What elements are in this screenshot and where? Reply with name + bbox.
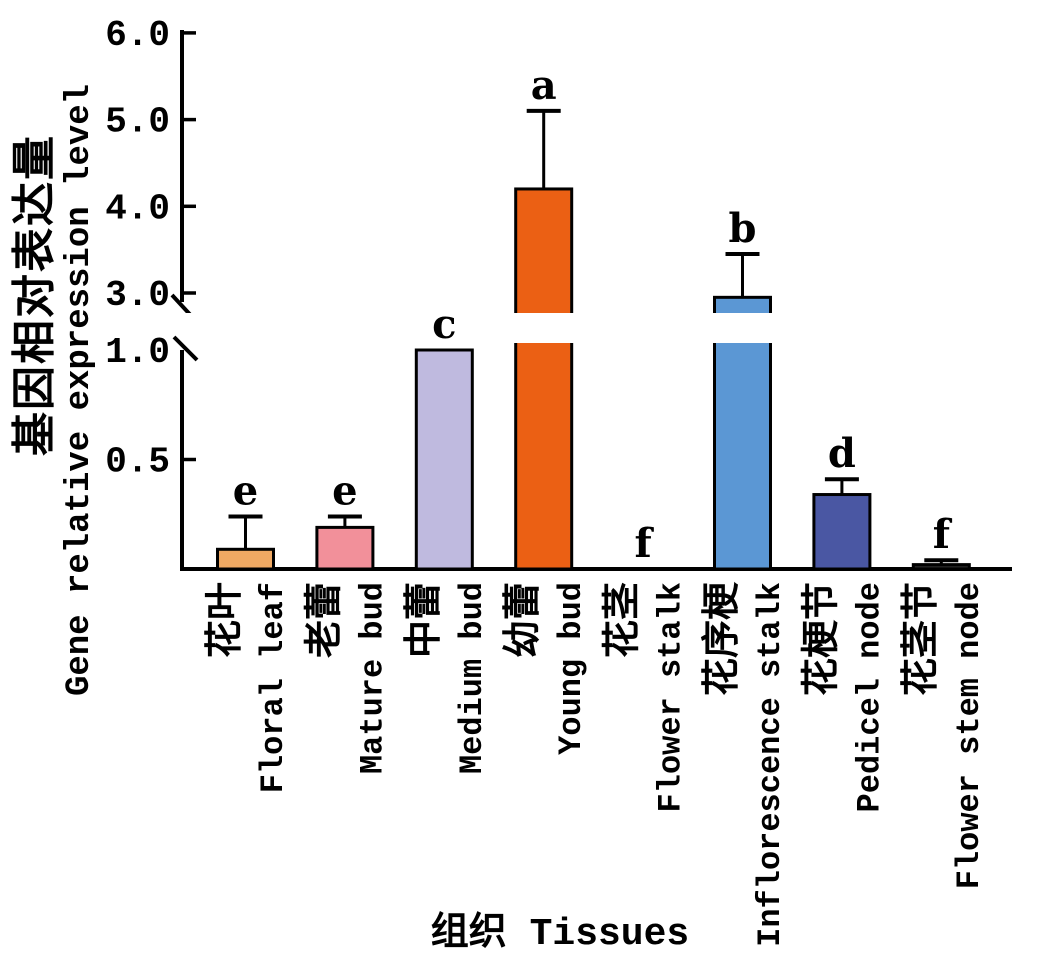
y-tick-label: 4.0 [105,188,170,229]
y-tick-label: 3.0 [105,275,170,316]
y-tick-label: 1.0 [105,332,170,373]
x-category-label-zh: 老蕾 [303,582,348,658]
sig-letter: d [828,430,856,477]
x-category-label-en: Flower stalk [653,582,690,812]
sig-letter: b [729,205,757,252]
plot-area: e e c a f b d f 6.0 5.0 4.0 3.0 1.0 0.5 花叶 Floral leaf 老… [105,15,1012,947]
sig-letter: f [634,520,654,567]
bar [414,348,474,571]
y-tick-label: 6.0 [105,15,170,56]
x-category-label-en: Flower stem node [951,582,988,889]
bar [514,187,574,571]
bar [812,493,872,571]
x-category-label-en: Young bud [553,582,590,755]
x-axis-title: 组织 Tissues [431,911,689,956]
sig-letter: e [233,467,258,514]
x-category-label-zh: 花茎 [602,582,647,658]
x-category-label-zh: 花叶 [204,582,249,658]
sig-letter: c [432,301,456,348]
x-category-label-en: Inflorescence stalk [752,582,789,947]
x-category-label-zh: 幼蕾 [502,582,547,658]
bar [315,525,375,571]
x-category-label-zh: 花梗节 [800,582,845,696]
x-category-label-en: Mature bud [354,582,391,774]
y-tick-label: 5.0 [105,102,170,143]
x-category-label-en: Pedicel node [851,582,888,812]
x-category-label-zh: 中蕾 [403,582,448,658]
sig-letter: f [933,511,953,558]
sig-letter: e [332,467,357,514]
y-axis-title-english: Gene relative expression level [61,84,99,696]
y-axis-title-chinese: 基因相对表达量 [10,134,63,456]
x-category-label-zh: 花序梗 [701,581,746,696]
y-tick-label: 0.5 [105,442,170,483]
axis-break-slash-bottom [172,335,199,362]
x-category-label-en: Floral leaf [255,582,292,793]
x-category-label-zh: 花茎节 [900,582,945,696]
x-category-label-en: Medium bud [454,582,491,774]
sig-letter: a [531,62,557,109]
bar [216,547,275,571]
axis-break-band [185,313,1012,343]
